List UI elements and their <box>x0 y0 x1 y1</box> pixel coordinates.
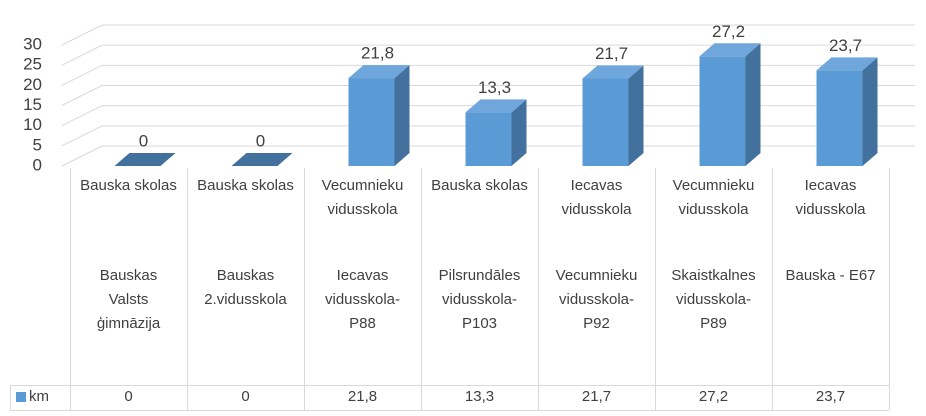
category-label: Bauskas 2.vidusskola <box>204 267 287 308</box>
category-label: Vecumnieku vidusskola-P92 <box>555 267 638 332</box>
data-label: 21,8 <box>361 44 394 63</box>
category-label: Bauska skolas <box>80 177 177 194</box>
bar <box>816 70 863 166</box>
table-border <box>772 168 773 410</box>
grid-line <box>61 85 915 106</box>
bar-top <box>231 153 293 166</box>
table-border <box>70 168 71 410</box>
category-label: Bauska skolas <box>431 177 528 194</box>
bar-side <box>862 57 878 166</box>
table-value: 21,8 <box>347 388 378 405</box>
table-border <box>187 168 188 410</box>
legend-swatch <box>16 392 26 402</box>
bar <box>582 78 629 166</box>
data-label: 27,2 <box>712 22 745 41</box>
bar-top <box>582 65 644 79</box>
table-border <box>10 385 11 410</box>
y-tick-label: 25 <box>23 55 42 74</box>
grid-line <box>61 24 915 46</box>
table-border <box>10 385 889 386</box>
bar-top <box>465 99 527 113</box>
table-value: 27,2 <box>698 388 729 405</box>
y-tick-label: 10 <box>23 115 42 134</box>
table-value: 0 <box>124 388 133 405</box>
bar-top <box>114 153 176 166</box>
bar-side <box>745 43 761 166</box>
table-border <box>538 168 539 410</box>
category-label: Vecumnieku vidusskola <box>321 177 404 218</box>
bar-top <box>699 43 761 57</box>
grid-line <box>61 105 915 127</box>
bar <box>348 78 395 166</box>
category-label: Pilsrundāles vidusskola-P103 <box>438 267 521 332</box>
table-value: 0 <box>241 388 250 405</box>
bar <box>699 56 746 166</box>
grid-line <box>61 64 915 86</box>
category-label: Vecumnieku vidusskola <box>672 177 755 218</box>
y-tick-label: 30 <box>23 34 42 53</box>
grid-line <box>61 44 915 66</box>
category-label: Iecavas vidusskola <box>795 177 866 218</box>
y-tick-label: 5 <box>33 135 42 154</box>
y-tick-label: 20 <box>23 75 42 94</box>
bar-side <box>628 65 644 166</box>
category-label: Skaistkalnes vidusskola-P89 <box>671 267 756 332</box>
grid-line <box>61 125 915 147</box>
category-label: Iecavas vidusskola-P88 <box>324 267 401 332</box>
table-value: 23,7 <box>815 388 846 405</box>
bar-side <box>511 99 527 166</box>
grid-line <box>61 145 915 167</box>
y-tick-label: 0 <box>33 155 42 174</box>
category-label: Bauska skolas <box>197 177 294 194</box>
data-label: 0 <box>139 131 148 150</box>
table-border <box>304 168 305 410</box>
y-tick-label: 15 <box>23 95 42 114</box>
table-value: 13,3 <box>464 388 495 405</box>
table-value: 21,7 <box>581 388 612 405</box>
table-border <box>655 168 656 410</box>
bar-side <box>394 65 410 166</box>
data-label: 23,7 <box>829 36 862 55</box>
bar <box>465 112 512 166</box>
category-label: Bauska - E67 <box>785 267 876 284</box>
data-label: 0 <box>256 131 265 150</box>
bar-top <box>816 57 878 71</box>
table-border <box>10 410 889 411</box>
table-border <box>889 168 890 410</box>
data-label: 13,3 <box>478 78 511 97</box>
category-label: Iecavas vidusskola <box>561 177 632 218</box>
legend-label: km <box>29 388 49 405</box>
data-label: 21,7 <box>595 44 628 63</box>
table-border <box>421 168 422 410</box>
category-label: Bauskas Valsts ģimnāzija <box>96 267 161 332</box>
bar-top <box>348 65 410 79</box>
